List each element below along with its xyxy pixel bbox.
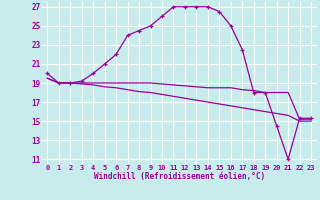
X-axis label: Windchill (Refroidissement éolien,°C): Windchill (Refroidissement éolien,°C): [94, 172, 265, 181]
